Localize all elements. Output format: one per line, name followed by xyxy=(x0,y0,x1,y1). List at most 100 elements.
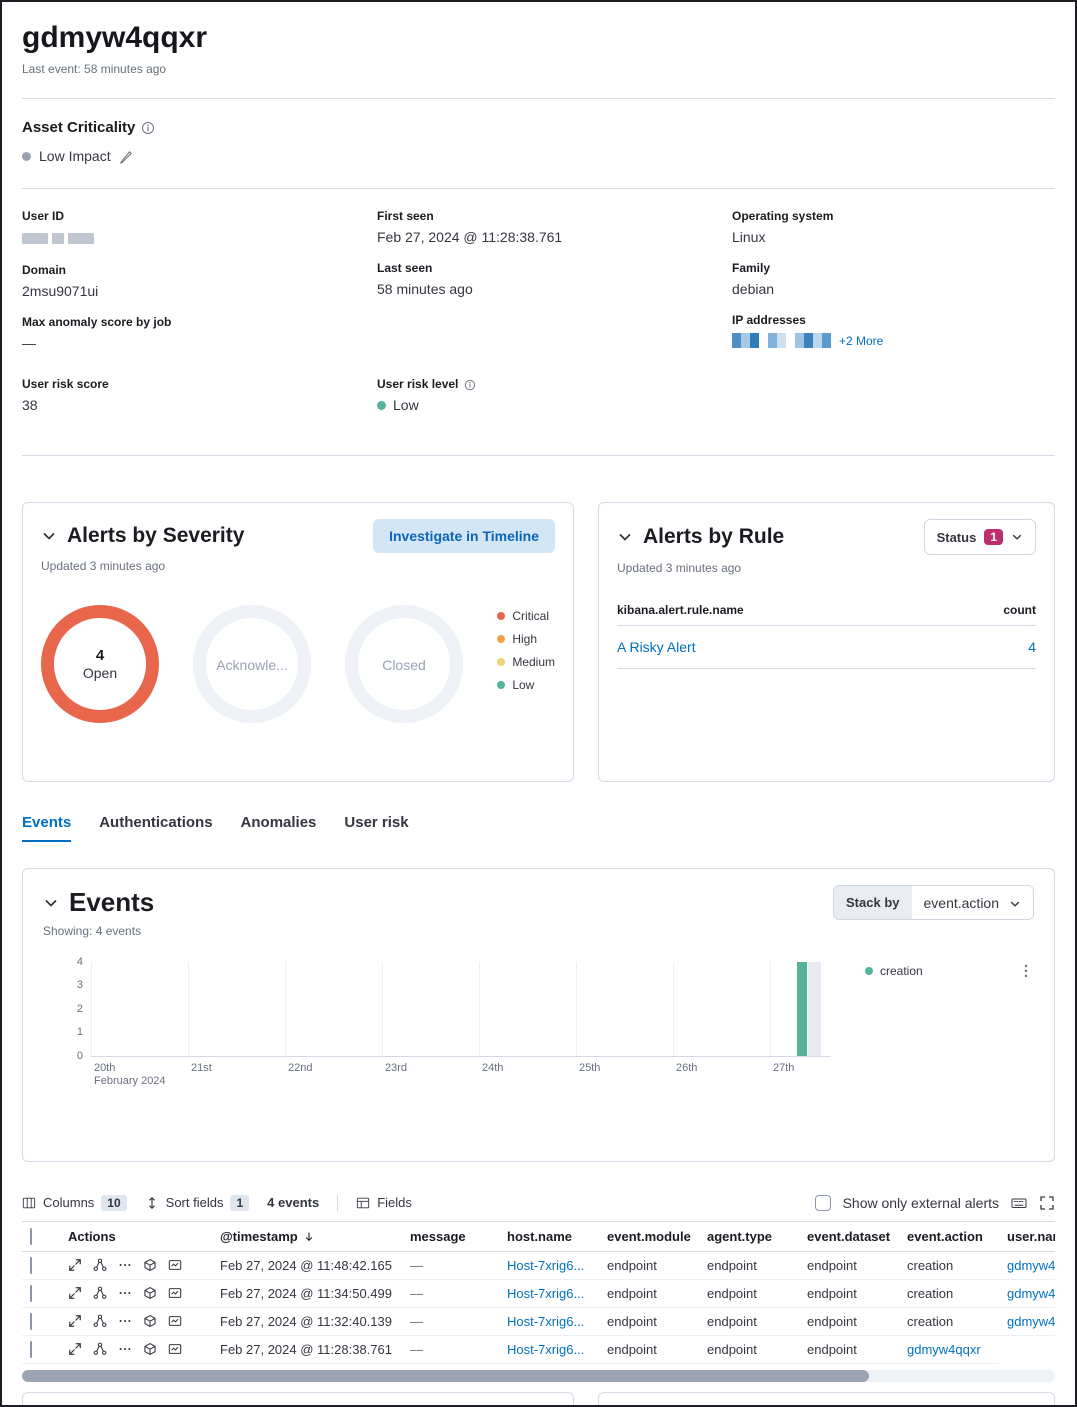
info-icon[interactable] xyxy=(464,377,476,391)
donut-open[interactable]: 4 Open xyxy=(41,605,159,724)
col-header-event-module[interactable]: event.module xyxy=(599,1220,699,1252)
session-view-icon[interactable] xyxy=(143,1314,157,1328)
status-filter-dropdown[interactable]: Status 1 xyxy=(923,519,1036,556)
edit-pencil-icon[interactable] xyxy=(119,148,133,164)
row-checkbox[interactable] xyxy=(30,1256,32,1274)
chevron-down-icon[interactable] xyxy=(617,528,633,546)
select-all-checkbox[interactable] xyxy=(30,1227,32,1245)
legend-item-critical[interactable]: Critical xyxy=(497,609,555,623)
row-checkbox[interactable] xyxy=(30,1284,32,1302)
col-header-host-name[interactable]: host.name xyxy=(499,1220,599,1252)
analyze-event-icon[interactable] xyxy=(93,1286,107,1300)
more-actions-icon[interactable] xyxy=(118,1286,132,1300)
event-analyzer-icon[interactable] xyxy=(168,1258,182,1272)
event-analyzer-icon[interactable] xyxy=(168,1286,182,1300)
toolbar-separator xyxy=(337,1194,339,1211)
rule-count-link[interactable]: 4 xyxy=(1028,639,1036,656)
sort-count-badge: 1 xyxy=(230,1194,250,1211)
legend-item-medium[interactable]: Medium xyxy=(497,655,555,669)
expand-event-icon[interactable] xyxy=(68,1286,82,1300)
investigate-in-timeline-button[interactable]: Investigate in Timeline xyxy=(373,519,555,554)
row-checkbox[interactable] xyxy=(30,1340,32,1358)
user-name-link[interactable]: gdmyw4qqxr xyxy=(1007,1257,1055,1273)
tab-user-risk[interactable]: User risk xyxy=(344,814,409,832)
tab-anomalies[interactable]: Anomalies xyxy=(240,814,317,832)
user-name-link[interactable]: gdmyw4qqxr xyxy=(907,1341,981,1357)
creation-bar[interactable] xyxy=(797,962,807,1057)
severity-panel-title: Alerts by Severity xyxy=(67,524,245,548)
tab-events[interactable]: Events xyxy=(22,814,72,843)
chevron-down-icon[interactable] xyxy=(43,894,59,912)
event-analyzer-icon[interactable] xyxy=(168,1314,182,1328)
event-analyzer-icon[interactable] xyxy=(168,1342,182,1356)
external-alerts-checkbox[interactable] xyxy=(814,1194,831,1211)
last-event-text: Last event: 58 minutes ago xyxy=(22,62,167,76)
expand-event-icon[interactable] xyxy=(68,1258,82,1272)
plot-area xyxy=(91,962,831,1058)
legend-item-low[interactable]: Low xyxy=(497,678,555,692)
status-count-badge: 1 xyxy=(984,529,1003,546)
col-header-event-dataset[interactable]: event.dataset xyxy=(799,1220,899,1252)
host-name-link[interactable]: Host-7xrig6... xyxy=(507,1285,585,1301)
col-header-event-action[interactable]: event.action xyxy=(899,1220,999,1252)
col-header-user-name[interactable]: user.name xyxy=(999,1220,1055,1252)
host-name-link[interactable]: Host-7xrig6... xyxy=(507,1341,585,1357)
col-header-message[interactable]: message xyxy=(402,1220,499,1252)
donut-closed[interactable]: Closed xyxy=(345,605,463,724)
divider xyxy=(22,98,1055,99)
expand-event-icon[interactable] xyxy=(68,1314,82,1328)
user-name-link[interactable]: gdmyw4qqxr xyxy=(1007,1313,1055,1329)
donut-acknowledged[interactable]: Acknowle... xyxy=(193,605,311,724)
event-module-cell: endpoint xyxy=(599,1335,699,1364)
col-header-timestamp[interactable]: @timestamp xyxy=(212,1220,402,1252)
expand-event-icon[interactable] xyxy=(68,1342,82,1356)
chart-legend-item-creation[interactable]: creation xyxy=(865,964,923,1094)
info-icon[interactable] xyxy=(141,119,155,136)
analyze-event-icon[interactable] xyxy=(93,1342,107,1356)
host-name-link[interactable]: Host-7xrig6... xyxy=(507,1313,585,1329)
stack-by-control[interactable]: Stack by event.action xyxy=(833,885,1034,921)
events-table: Actions @timestamp message host.name eve… xyxy=(22,1220,1055,1364)
closed-label: Closed xyxy=(382,656,426,673)
session-view-icon[interactable] xyxy=(143,1286,157,1300)
y-tick: 2 xyxy=(76,1003,83,1016)
events-count-text: 4 events xyxy=(267,1195,320,1211)
legend-item-high[interactable]: High xyxy=(497,632,555,646)
x-tick: 20th xyxy=(94,1062,116,1075)
event-action-cell: creation xyxy=(899,1307,999,1336)
events-panel: Events Stack by event.action Showing: 4 … xyxy=(22,868,1055,1163)
fullscreen-icon[interactable] xyxy=(1039,1194,1055,1211)
session-view-icon[interactable] xyxy=(143,1342,157,1356)
tab-authentications[interactable]: Authentications xyxy=(99,814,213,832)
scrollbar-thumb[interactable] xyxy=(22,1369,870,1382)
sort-fields-button[interactable]: Sort fields 1 xyxy=(145,1194,250,1211)
event-row: Feb 27, 2024 @ 11:48:42.165 — Host-7xrig… xyxy=(22,1251,1055,1280)
analyze-event-icon[interactable] xyxy=(93,1258,107,1272)
chevron-down-icon xyxy=(1009,895,1021,911)
host-name-link[interactable]: Host-7xrig6... xyxy=(507,1257,585,1273)
rule-row: A Risky Alert 4 xyxy=(617,625,1036,670)
keyboard-shortcuts-icon[interactable] xyxy=(1011,1194,1027,1211)
more-actions-icon[interactable] xyxy=(118,1342,132,1356)
columns-button[interactable]: Columns 10 xyxy=(22,1194,127,1211)
ip-more-link[interactable]: +2 More xyxy=(839,333,884,348)
status-label: Status xyxy=(936,529,977,545)
analyze-event-icon[interactable] xyxy=(93,1314,107,1328)
chevron-down-icon[interactable] xyxy=(41,527,57,545)
more-actions-icon[interactable] xyxy=(118,1258,132,1272)
more-actions-icon[interactable] xyxy=(118,1314,132,1328)
chart-options-icon[interactable] xyxy=(1018,962,1034,1094)
timestamp-cell: Feb 27, 2024 @ 11:34:50.499 xyxy=(212,1279,402,1308)
events-panel-title: Events xyxy=(69,887,155,918)
user-name-link[interactable]: gdmyw4qqxr xyxy=(1007,1285,1055,1301)
session-view-icon[interactable] xyxy=(143,1258,157,1272)
col-header-agent-type[interactable]: agent.type xyxy=(699,1220,799,1252)
fields-button[interactable]: Fields xyxy=(356,1195,412,1210)
rule-name-link[interactable]: A Risky Alert xyxy=(617,639,696,656)
alerts-by-rule-table: kibana.alert.rule.name count A Risky Ale… xyxy=(617,595,1036,670)
family-label: Family xyxy=(732,261,771,276)
row-checkbox[interactable] xyxy=(30,1312,32,1330)
os-label: Operating system xyxy=(732,209,834,224)
bottom-panel-right xyxy=(598,1391,1055,1405)
